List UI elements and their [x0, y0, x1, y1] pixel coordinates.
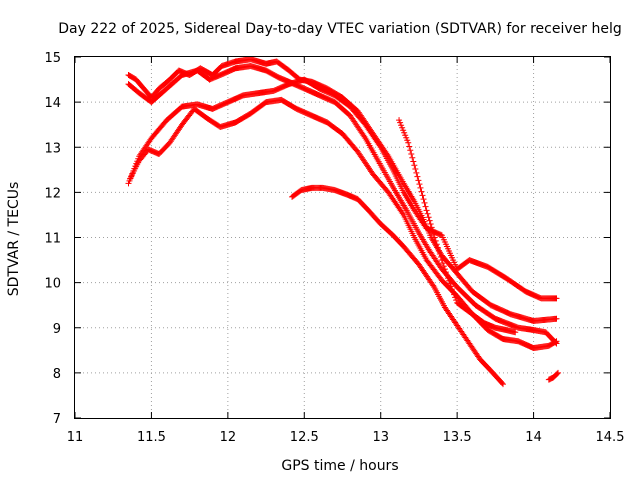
series-track-a — [125, 56, 560, 324]
y-tick-label: 15 — [44, 51, 61, 66]
data-point — [439, 260, 446, 267]
data-point — [421, 199, 428, 206]
data-point — [450, 288, 457, 295]
data-point — [512, 329, 519, 336]
data-point — [498, 380, 505, 387]
x-tick-label: 12 — [220, 430, 237, 445]
y-tick-label: 12 — [44, 186, 61, 201]
data-point — [449, 286, 456, 293]
data-point — [447, 280, 454, 287]
data-point — [431, 234, 438, 241]
data-point — [413, 169, 420, 176]
y-tick-labels: 7 8 9 10 11 12 13 14 15 — [44, 51, 61, 427]
data-point — [415, 177, 422, 184]
data-point — [399, 124, 406, 131]
data-point — [396, 117, 403, 124]
data-point — [424, 210, 431, 217]
data-point — [407, 147, 414, 154]
data-point — [423, 207, 430, 214]
series-track-d — [127, 96, 560, 352]
data-point — [428, 224, 435, 231]
y-tick-label: 8 — [53, 367, 61, 382]
data-point — [440, 263, 447, 270]
data-point — [410, 158, 417, 165]
data-point — [443, 272, 450, 279]
x-axis-label: GPS time / hours — [281, 458, 398, 474]
data-point — [452, 294, 459, 301]
y-tick-label: 9 — [53, 322, 61, 337]
y-tick-label: 7 — [53, 412, 61, 427]
data-point — [438, 257, 445, 264]
data-point — [398, 122, 405, 129]
x-tick-label: 11 — [67, 430, 84, 445]
data-point — [426, 217, 433, 224]
data-point — [418, 188, 425, 195]
data-point — [397, 119, 404, 126]
data-point — [441, 266, 448, 273]
data-point — [555, 369, 562, 376]
data-point — [401, 129, 408, 136]
data-point — [435, 248, 442, 255]
x-tick-label: 13.5 — [443, 430, 472, 445]
y-axis-label: SDTVAR / TECUs — [6, 182, 22, 297]
data-point — [500, 381, 506, 388]
x-tick-label: 12.5 — [290, 430, 319, 445]
data-point — [419, 192, 426, 199]
data-point — [553, 338, 560, 345]
data-point — [437, 254, 444, 261]
data-point — [451, 291, 458, 298]
series-track-c — [125, 76, 560, 302]
data-point — [445, 277, 452, 284]
y-tick-label: 10 — [44, 277, 61, 292]
data-point — [427, 220, 434, 227]
data-point — [416, 181, 423, 188]
data-point — [429, 227, 436, 234]
data-point — [403, 134, 410, 141]
data-point — [422, 203, 429, 210]
data-point — [430, 231, 437, 238]
y-tick-label: 14 — [44, 96, 61, 111]
x-tick-labels: 11 11.5 12 12.5 13 13.5 14 14.5 — [67, 430, 625, 445]
data-point — [436, 251, 443, 258]
data-point — [414, 173, 421, 180]
series-track-b — [125, 63, 560, 347]
data-point — [404, 137, 411, 144]
y-tick-label: 11 — [44, 232, 61, 247]
data-point — [432, 237, 439, 244]
series-track-e — [289, 184, 506, 388]
data-point — [553, 295, 560, 302]
data-point — [434, 244, 441, 251]
y-tick-label: 13 — [44, 141, 61, 156]
data-point — [400, 127, 407, 134]
data-point — [453, 297, 460, 304]
x-tick-label: 14.5 — [596, 430, 625, 445]
grid-lines — [75, 57, 610, 418]
plot-frame — [74, 56, 611, 419]
x-tick-label: 11.5 — [137, 430, 166, 445]
data-point — [402, 132, 409, 139]
series-track-g — [545, 369, 562, 383]
x-tick-label: 13 — [372, 430, 389, 445]
data-point — [420, 196, 427, 203]
x-tick-label: 14 — [525, 430, 542, 445]
data-point — [448, 283, 455, 290]
data-point — [442, 269, 449, 276]
data-point — [406, 143, 413, 150]
series-track-f — [396, 117, 519, 336]
data-point — [433, 241, 440, 248]
data-point — [411, 162, 418, 169]
data-point — [412, 166, 419, 173]
data-point — [553, 315, 560, 322]
data-point — [408, 151, 415, 158]
data-point — [405, 139, 412, 146]
data-point — [552, 338, 559, 345]
data-point — [444, 275, 451, 282]
data-point — [425, 214, 432, 221]
chart-title: Day 222 of 2025, Sidereal Day-to-day VTE… — [58, 21, 621, 37]
data-point — [417, 184, 424, 191]
data-points — [125, 56, 562, 388]
data-point — [409, 154, 416, 161]
data-point — [554, 370, 561, 377]
